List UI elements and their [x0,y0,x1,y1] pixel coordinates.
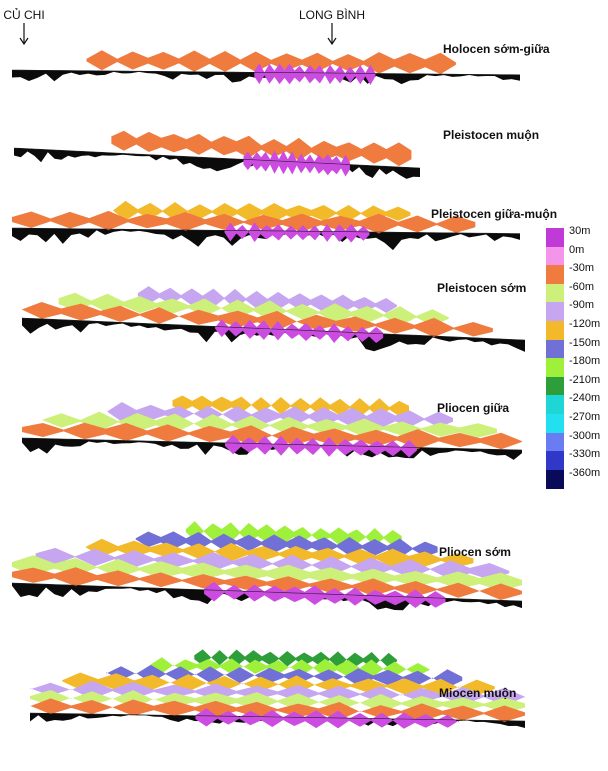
surface-band [85,538,474,568]
legend-label: -300m [569,429,601,442]
surface-band [135,531,438,558]
legend-label: -210m [569,373,601,386]
surface-shadow [12,228,520,251]
legend-swatch [546,395,564,415]
surface-band [30,689,525,713]
surface-outline [11,582,523,602]
legend-swatch [546,283,564,303]
surface-band [58,292,449,326]
legend-swatch [546,302,564,322]
surface-band [12,567,522,601]
layer-title-holocen-som-giua: Holocen sớm-giữa [443,42,550,56]
geologic-surface-5 [21,395,523,460]
geologic-surface-3 [11,200,521,251]
marker-long-binh-label: LONG BÌNH [298,8,365,22]
legend-swatch [546,228,564,248]
legend-swatch [546,376,564,396]
surface-band [172,395,409,418]
legend-label: -330m [569,448,601,461]
legend-swatch [546,321,564,341]
surface-band [185,521,402,547]
geologic-surface-7 [29,649,526,729]
legend-label: 30m [569,225,591,237]
legend-label: -240m [569,392,601,405]
surface-band [194,649,398,669]
surface-band [107,401,453,429]
geologic-surface-2 [13,130,421,179]
surface-band [22,301,493,338]
surface-band [243,150,350,177]
surface-band [225,434,417,458]
legend-swatch [546,265,564,285]
legend-swatch [546,339,564,359]
legend-label: -60m [569,280,595,293]
down-arrow-icon [19,23,29,45]
legend-swatch [546,469,564,489]
marker-cu-chi-label: CỦ CHI [3,8,45,22]
surface-band [62,672,495,696]
legend-label: -270m [569,411,601,423]
legend-label: -90m [569,299,595,312]
legend-label: -30m [569,262,595,275]
surface-band [30,698,525,722]
surface-band [12,555,522,591]
surface-band [22,422,522,450]
surface-band [195,708,459,729]
layer-title-pliocen-som: Pliocen sớm [439,545,511,559]
surface-outline [21,317,526,341]
surface-band [214,319,384,344]
surface-outline [11,69,521,76]
surface-band [204,581,446,609]
legend-label: -180m [569,355,601,368]
surface-shadow [22,438,522,460]
geologic-surface-6 [11,521,523,611]
legend-swatch [546,432,564,452]
layer-title-pliocen-giua: Pliocen giữa [437,401,510,415]
surface-band [30,680,525,706]
legend-swatch [546,414,564,434]
surface-outline [29,712,526,722]
legend-label: -360m [569,466,601,479]
layer-title-pleistocen-muon: Pleistocen muộn [443,128,540,142]
layer-title-pleistocen-som: Pleistocen sớm [437,281,527,295]
surface-shadow [14,148,420,179]
surface-band [12,210,476,234]
surface-band [111,130,412,167]
legend-swatch [546,358,564,378]
legend-label: -150m [569,336,601,349]
surface-outline [11,227,521,234]
surface-band [86,50,456,75]
surface-outline [13,147,421,169]
legend-swatch [546,451,564,471]
surface-band [35,547,510,580]
layer-title-pleistocen-giua-muon: Pleistocen giữa-muộn [431,207,558,221]
surface-band [224,222,370,243]
surface-band [106,664,463,688]
surface-band [137,286,397,313]
legend-label: 0m [569,243,585,256]
legend-swatch [546,246,564,266]
surface-band [150,657,430,678]
legend-label: -120m [569,318,601,330]
marker-long-binh: LONG BÌNH [286,8,378,45]
surface-outline [21,437,523,451]
surface-band [113,200,411,222]
layer-title-miocen-muon: Miocen muộn [439,686,517,700]
down-arrow-icon [327,23,337,45]
geologic-surface-1 [11,50,521,85]
surface-band [254,63,376,85]
geologic-surface-4 [21,286,526,352]
marker-cu-chi: CỦ CHI [2,8,46,45]
surface-band [42,411,497,438]
